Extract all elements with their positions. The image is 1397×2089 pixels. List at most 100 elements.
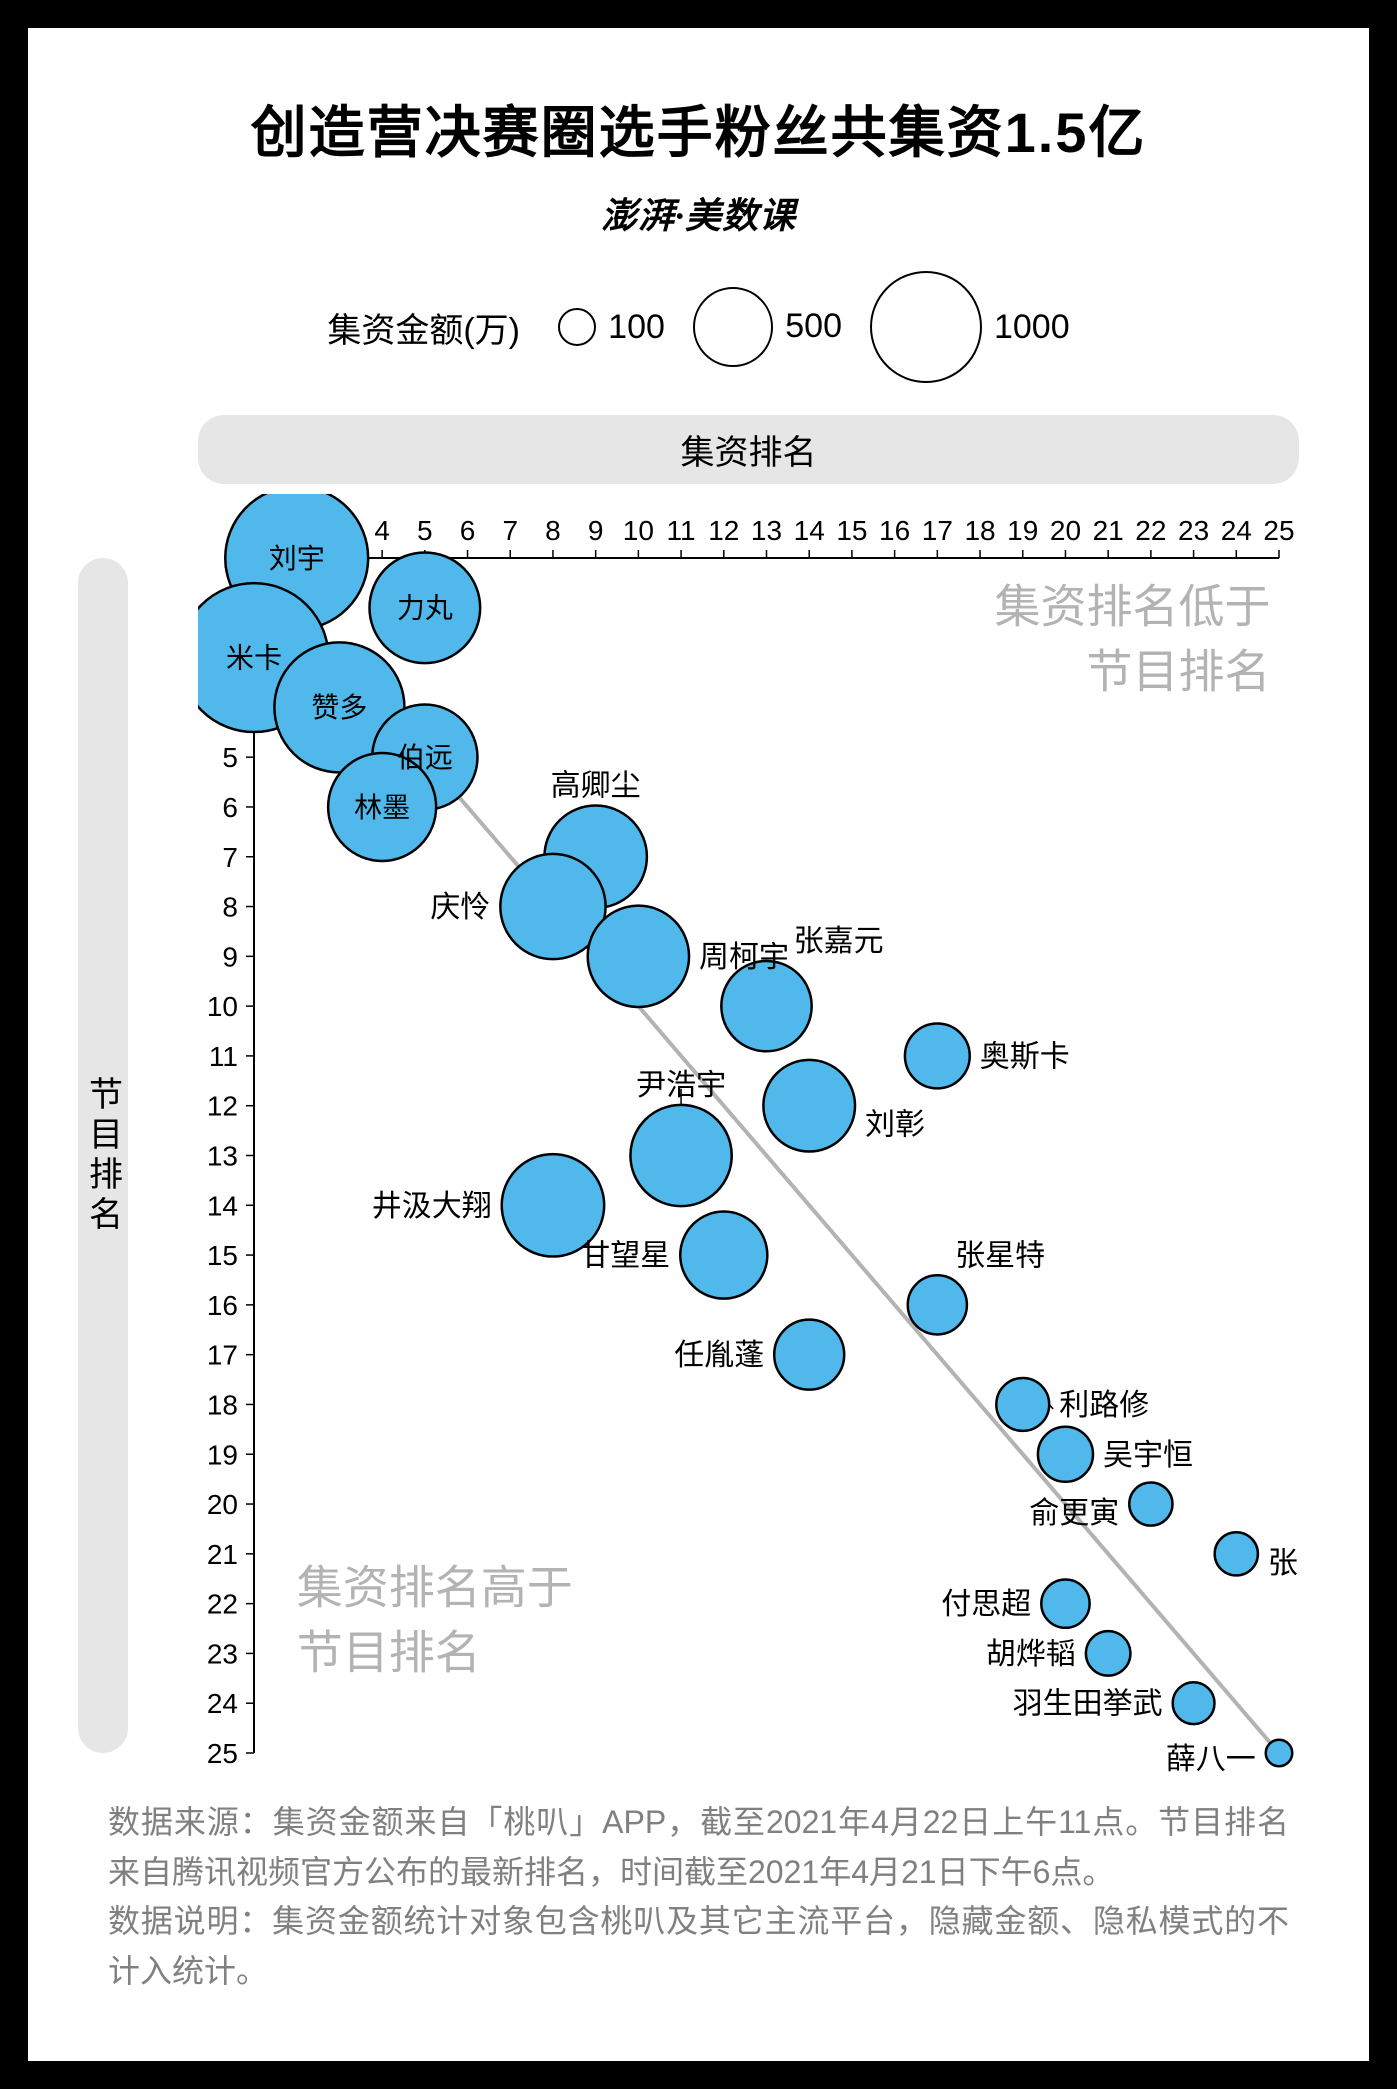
bubble-label: 刘宇 [269, 543, 325, 574]
legend-value: 1000 [994, 308, 1070, 347]
x-tick: 13 [751, 515, 782, 546]
bubble [996, 1378, 1049, 1431]
bubble [1215, 1532, 1258, 1575]
x-tick: 11 [667, 515, 696, 546]
bubble-label: 高卿尘 [551, 770, 641, 803]
bubble [680, 1212, 767, 1299]
x-tick: 25 [1263, 515, 1294, 546]
bubble-label: 吴宇恒 [1103, 1439, 1193, 1472]
bubble-label: 利路修 [1059, 1389, 1149, 1422]
footnote: 数据来源：集资金额来自「桃叭」APP，截至2021年4月22日上午11点。节目排… [108, 1798, 1289, 1996]
annotation-lower: 集资排名高于 [297, 1562, 573, 1614]
bubble [721, 961, 811, 1051]
bubble [1038, 1427, 1093, 1482]
bubble [908, 1275, 967, 1334]
y-tick: 21 [207, 1539, 238, 1570]
bubble [1266, 1740, 1292, 1766]
x-tick: 17 [922, 515, 953, 546]
bubble-label: 伯远 [397, 742, 453, 773]
bubble-label: 甘望星 [580, 1240, 670, 1273]
outer-frame: 创造营决赛圈选手粉丝共集资1.5亿 澎湃·美数课 集资金额(万) 1005001… [0, 0, 1397, 2089]
y-tick: 22 [207, 1589, 238, 1620]
bubble-label: 赞多 [311, 692, 367, 723]
x-tick: 19 [1007, 515, 1038, 546]
y-tick: 8 [222, 892, 238, 923]
y-tick: 16 [207, 1290, 238, 1321]
legend-item: 100 [558, 308, 665, 347]
x-axis-label-banner: 集资排名 [198, 415, 1299, 484]
x-tick: 14 [794, 515, 825, 546]
x-tick: 21 [1093, 515, 1124, 546]
bubble [1041, 1579, 1089, 1627]
bubble-chart-svg: 1234567891011121314151617181920212223242… [198, 494, 1299, 1773]
legend-circle [693, 287, 773, 367]
bubble-label: 胡烨韬 [986, 1638, 1076, 1671]
y-tick: 12 [207, 1091, 238, 1122]
bubble-label: 张星特 [955, 1239, 1045, 1272]
bubble [774, 1320, 844, 1390]
x-tick: 6 [460, 515, 476, 546]
bubble-label: 尹浩宇 [636, 1069, 726, 1102]
x-tick: 5 [417, 515, 433, 546]
legend-circle [558, 308, 596, 346]
bubble-label: 俞更寅 [1029, 1497, 1119, 1530]
y-axis-label-banner: 节目排名 [78, 558, 128, 1753]
legend-item: 500 [693, 287, 842, 367]
chart-title: 创造营决赛圈选手粉丝共集资1.5亿 [28, 88, 1369, 169]
x-tick: 12 [708, 515, 739, 546]
legend-value: 500 [785, 307, 842, 346]
y-tick: 23 [207, 1638, 238, 1669]
bubble [763, 1060, 855, 1152]
y-tick: 6 [222, 792, 238, 823]
legend-circle [870, 271, 982, 383]
bubble-label: 林墨 [354, 792, 410, 823]
bubble-label: 薛八一 [1166, 1743, 1256, 1773]
annotation-upper: 集资排名低于 [994, 581, 1270, 633]
x-tick: 9 [588, 515, 604, 546]
y-tick: 11 [209, 1041, 238, 1072]
annotation-lower: 节目排名 [297, 1626, 481, 1678]
y-tick: 20 [207, 1489, 238, 1520]
bubble-label: 羽生田挙武 [1013, 1688, 1163, 1721]
bubble-label: 任胤蓬 [674, 1339, 764, 1372]
brand-text: 澎湃·美数课 [601, 196, 796, 236]
x-tick: 20 [1050, 515, 1081, 546]
x-tick: 4 [374, 515, 390, 546]
bubble [1086, 1631, 1131, 1676]
size-legend: 集资金额(万) 1005001000 [28, 271, 1369, 383]
y-tick: 5 [222, 742, 238, 773]
y-tick: 17 [207, 1340, 238, 1371]
y-tick: 18 [207, 1389, 238, 1420]
y-tick: 13 [207, 1141, 238, 1172]
footnote-line1: 数据来源：集资金额来自「桃叭」APP，截至2021年4月22日上午11点。节目排… [108, 1804, 1289, 1890]
bubble-label: 张嘉元 [794, 925, 884, 958]
y-tick: 9 [222, 941, 238, 972]
y-tick: 14 [207, 1190, 238, 1221]
y-tick: 7 [222, 842, 238, 873]
bubble-label: 周柯宇 [699, 941, 789, 974]
y-tick: 15 [207, 1240, 238, 1271]
legend-value: 100 [608, 308, 665, 347]
x-tick: 23 [1178, 515, 1209, 546]
bubble [905, 1024, 970, 1089]
bubble-label: 付思超 [941, 1588, 1031, 1621]
bubble-label: 奥斯卡 [980, 1040, 1070, 1073]
x-tick: 15 [836, 515, 867, 546]
bubble-label: 米卡 [226, 642, 282, 673]
bubble [1173, 1682, 1215, 1724]
x-tick: 16 [879, 515, 910, 546]
bubble-label: 庆怜 [430, 891, 490, 924]
bubble-label: 井汲大翔 [372, 1190, 492, 1223]
annotation-upper: 节目排名 [1086, 645, 1270, 697]
y-tick: 10 [207, 991, 238, 1022]
x-tick: 8 [545, 515, 561, 546]
bubble [630, 1105, 731, 1206]
y-tick: 25 [207, 1738, 238, 1769]
x-tick: 7 [502, 515, 518, 546]
bubble [588, 906, 689, 1007]
bubble [1129, 1482, 1172, 1525]
bubble-label: 刘彰 [865, 1109, 925, 1142]
chart-panel: 创造营决赛圈选手粉丝共集资1.5亿 澎湃·美数课 集资金额(万) 1005001… [28, 28, 1369, 2061]
chart-area: 1234567891011121314151617181920212223242… [198, 494, 1299, 1778]
y-tick: 24 [207, 1688, 238, 1719]
